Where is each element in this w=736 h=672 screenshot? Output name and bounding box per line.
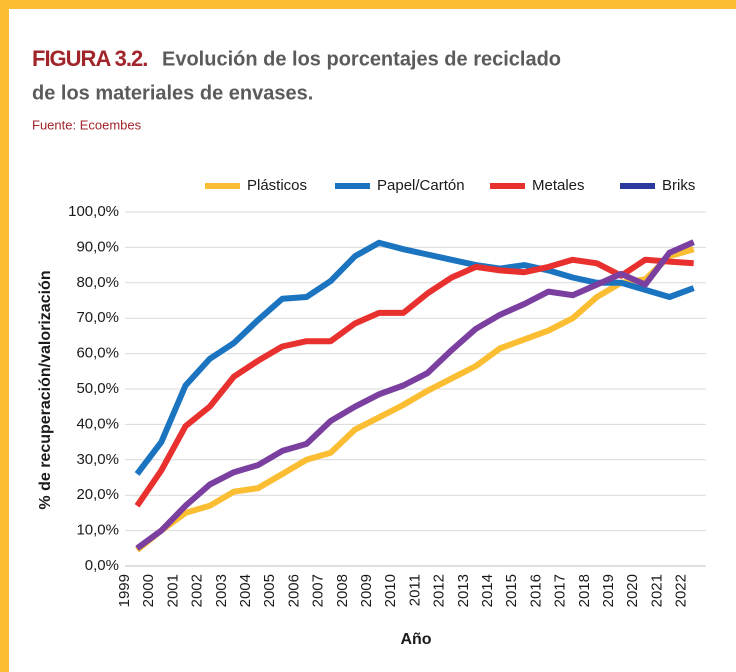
x-tick-label: 2010 [382, 574, 399, 607]
x-tick-label: 2001 [164, 574, 181, 607]
series-line [135, 239, 695, 551]
y-tick-label: 30,0% [76, 451, 119, 468]
chart-title: Evolución de los porcentajes de reciclad… [162, 48, 561, 70]
x-tick-label: 2022 [673, 574, 690, 607]
x-tick-label: 2008 [334, 574, 351, 607]
legend-label: Papel/Cartón [377, 177, 465, 194]
x-tick-label: 2003 [213, 574, 230, 607]
figure-label: FIGURA 3.2. [32, 46, 147, 71]
y-tick-label: 10,0% [76, 522, 119, 539]
source: Fuente: Ecoembes [32, 117, 142, 132]
x-tick-label: 2011 [406, 574, 423, 606]
y-tick-label: 40,0% [76, 415, 119, 432]
x-tick-label: 2012 [431, 574, 448, 607]
y-axis-title: % de recuperación/valorización [37, 270, 54, 509]
x-tick-label: 2021 [648, 574, 665, 607]
legend-label: Plásticos [247, 177, 307, 194]
legend-label: Briks [662, 177, 695, 194]
chart-title: de los materiales de envases. [32, 82, 313, 104]
y-tick-label: 50,0% [76, 380, 119, 397]
x-tick-label: 2007 [310, 574, 327, 607]
y-tick-label: 90,0% [76, 238, 119, 255]
x-tick-label: 2015 [503, 574, 520, 607]
x-tick-label: 2002 [189, 574, 206, 607]
x-tick-label: 1999 [116, 574, 133, 607]
x-tick-label: 2016 [527, 574, 544, 607]
y-tick-label: 80,0% [76, 274, 119, 291]
x-tick-label: 2014 [479, 574, 496, 607]
y-tick-label: 70,0% [76, 309, 119, 326]
x-tick-label: 2000 [140, 574, 157, 607]
x-tick-label: 2006 [285, 574, 302, 607]
x-tick-label: 2019 [600, 574, 617, 607]
y-tick-label: 100,0% [68, 203, 119, 220]
y-tick-label: 20,0% [76, 486, 119, 503]
y-tick-label: 60,0% [76, 345, 119, 362]
series-line [134, 256, 694, 508]
x-tick-label: 2005 [261, 574, 278, 607]
x-tick-label: 2017 [552, 574, 569, 607]
x-tick-label: 2004 [237, 574, 254, 607]
x-tick-label: 2018 [576, 574, 593, 607]
x-tick-label: 2009 [358, 574, 375, 607]
y-tick-label: 0,0% [85, 557, 119, 574]
x-tick-label: 2020 [624, 574, 641, 607]
x-axis-title: Año [400, 631, 431, 648]
series-line [135, 246, 695, 553]
legend-label: Metales [532, 177, 585, 194]
frame-left [0, 0, 9, 672]
x-tick-label: 2013 [455, 574, 472, 607]
frame-top [0, 0, 736, 9]
